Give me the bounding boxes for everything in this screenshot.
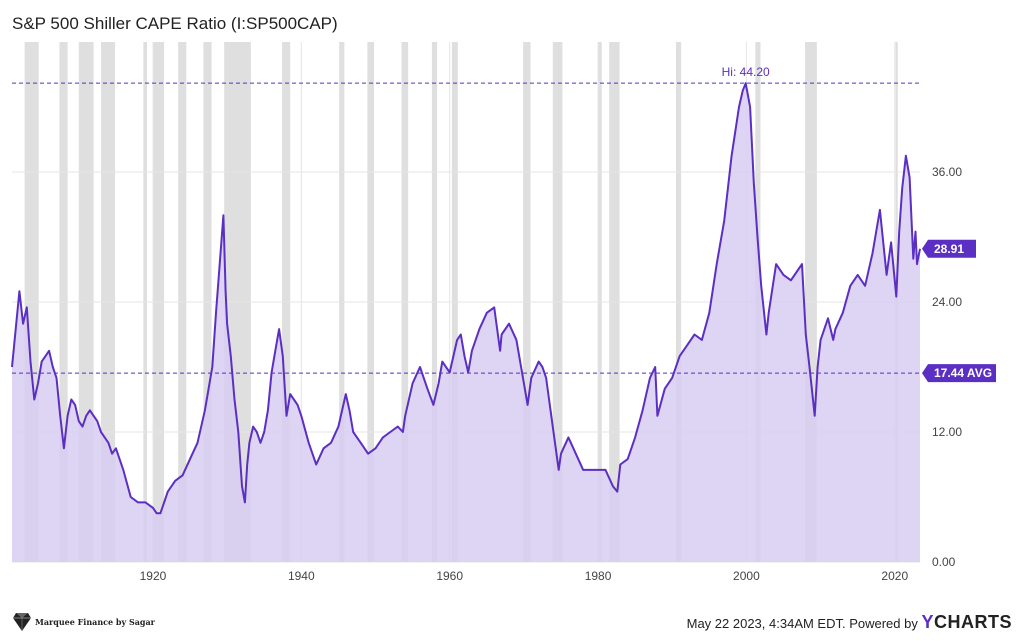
series-area-fill (12, 83, 920, 562)
y-tick-label: 36.00 (932, 165, 962, 179)
chart-title: S&P 500 Shiller CAPE Ratio (I:SP500CAP) (12, 14, 338, 33)
timestamp: May 22 2023, 4:34AM EDT. Powered by (686, 616, 918, 631)
y-tick-label: 0.00 (932, 555, 956, 569)
reference-lines: Hi: 44.20 (12, 65, 920, 374)
series-area (12, 83, 920, 562)
value-badges: 28.91 17.44 AVG (922, 239, 996, 383)
hi-label: Hi: 44.20 (722, 65, 770, 79)
y-tick-label: 12.00 (932, 425, 962, 439)
x-tick-label: 1940 (288, 569, 315, 583)
series-line-path (11, 82, 921, 515)
avg-badge-text: 17.44 AVG (934, 366, 992, 380)
footer-attribution: May 22 2023, 4:34AM EDT. Powered by YCHA… (687, 612, 1012, 633)
watermark: Marquee Finance by Sagar (12, 611, 155, 633)
last-value-badge-bg (922, 239, 976, 258)
diamond-logo-icon (13, 613, 31, 631)
last-value-badge-text: 28.91 (934, 242, 964, 256)
x-tick-label: 2000 (733, 569, 760, 583)
axis-labels: 0.00 12.00 24.00 36.00 1920 1940 1960 1980 2000 2… (140, 165, 963, 583)
avg-badge-bg (922, 364, 996, 383)
x-tick-label: 2020 (881, 569, 908, 583)
watermark-text: Marquee Finance by Sagar (35, 617, 155, 627)
ycharts-logo: YCHARTS (921, 612, 1012, 632)
series-line (11, 82, 921, 515)
x-tick-label: 1980 (585, 569, 612, 583)
y-tick-label: 24.00 (932, 295, 962, 309)
x-tick-label: 1920 (140, 569, 167, 583)
x-tick-label: 1960 (436, 569, 463, 583)
